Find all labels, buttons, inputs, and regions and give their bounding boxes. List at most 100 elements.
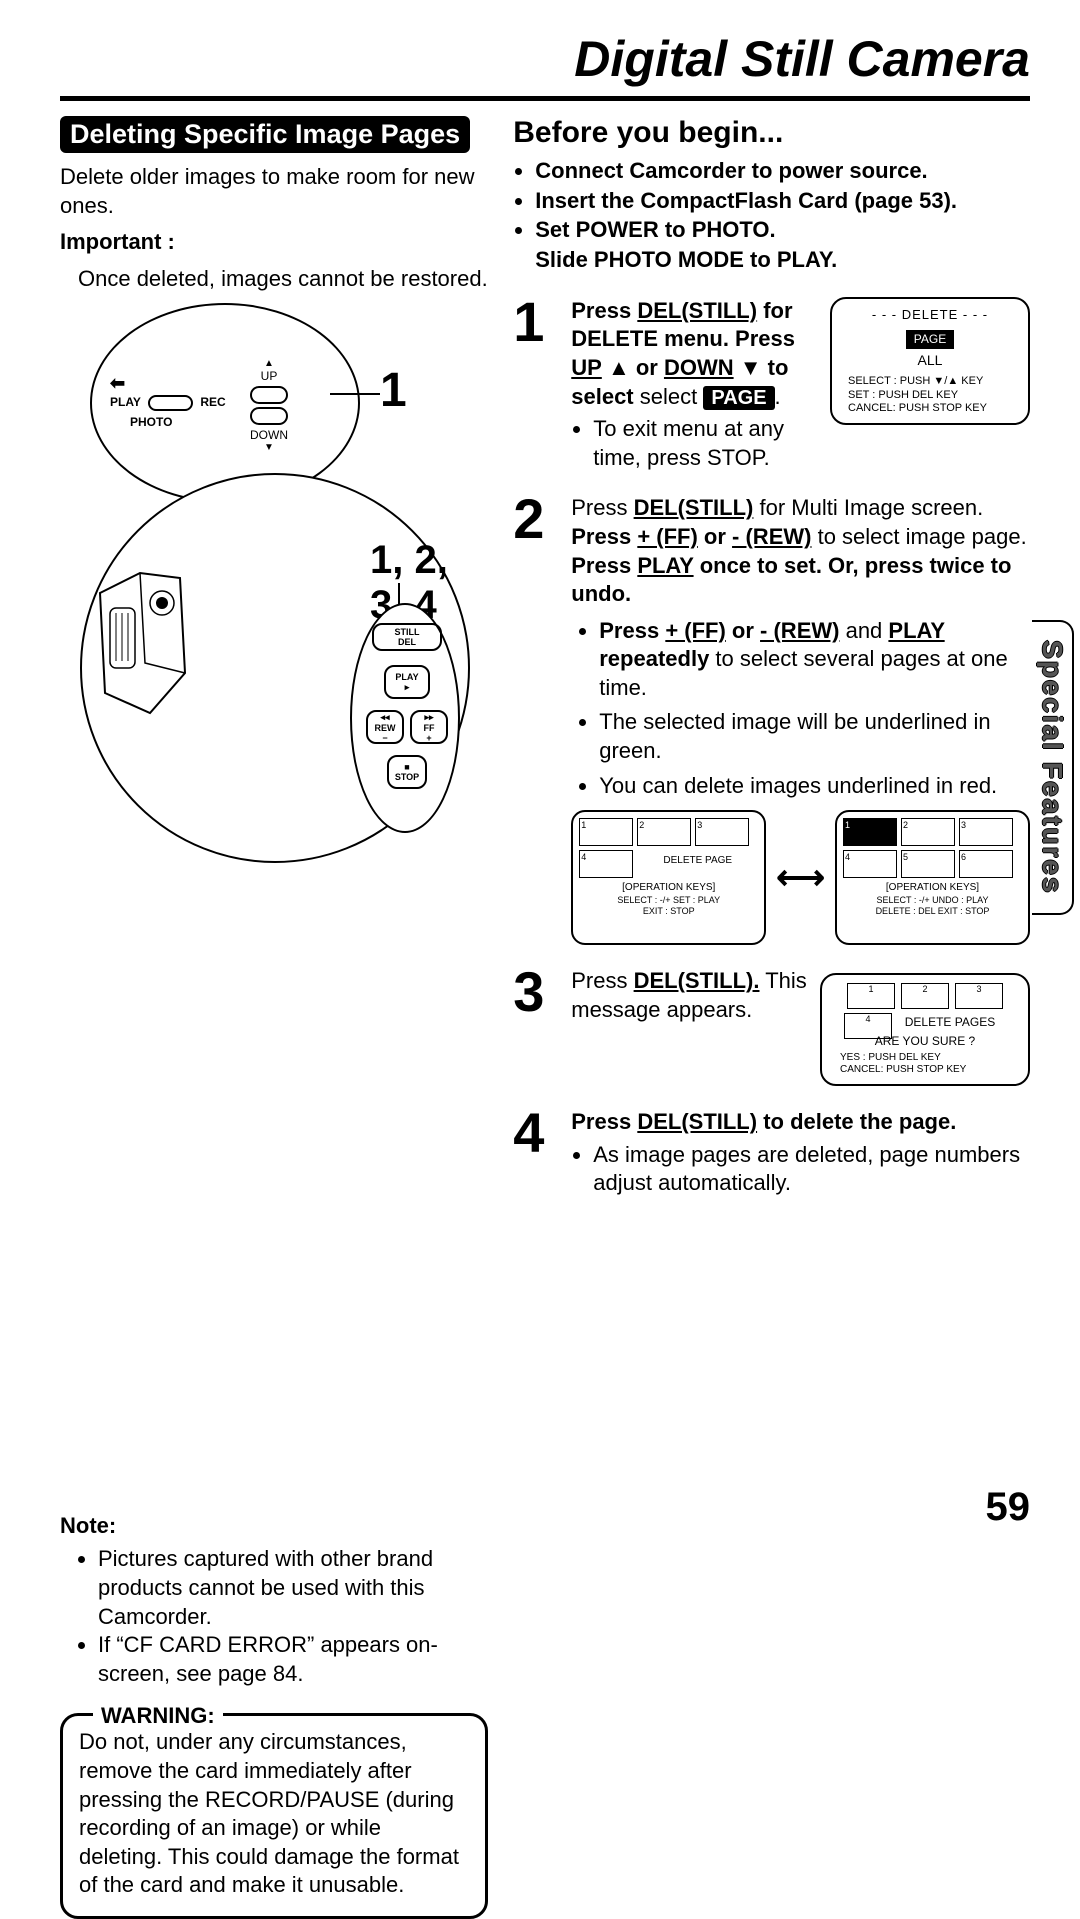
ff-button: ▸▸ FF + xyxy=(410,710,448,744)
important-label: Important : xyxy=(60,228,488,257)
before-item: Connect Camcorder to power source. xyxy=(535,156,1030,186)
screen-label: DELETE PAGE xyxy=(637,854,758,867)
thumb: 1 xyxy=(843,818,897,846)
page-header: Digital Still Camera xyxy=(60,30,1030,101)
leader-line-1 xyxy=(330,393,380,395)
up-triangle-icon xyxy=(608,355,630,380)
del-still-ref: DEL(STILL). xyxy=(634,968,760,993)
control-panel-detail: STILL DEL PLAY ▸ ◂◂ REW − ▸▸ FF + ■ STOP xyxy=(350,603,460,833)
screen-inst: SELECT : -/+ SET : PLAY EXIT : STOP xyxy=(579,895,758,916)
multi-image-screens: 1 2 3 4 DELETE PAGE [OPERATION KEYS] SEL… xyxy=(571,810,1030,945)
step4-text: Press xyxy=(571,1109,637,1134)
screen-instructions: SELECT : PUSH ▼/▲ KEY SET : PUSH DEL KEY… xyxy=(840,375,1020,415)
step-number: 4 xyxy=(513,1108,559,1198)
thumb: 4 xyxy=(579,850,633,878)
step2-text: Press xyxy=(571,553,637,578)
screen-opkeys: [OPERATION KEYS] xyxy=(843,881,1022,894)
up-button xyxy=(250,386,288,404)
step2-text: for Multi Image screen. xyxy=(753,495,983,520)
warning-title: WARNING: xyxy=(93,1702,223,1731)
thumb: 3 xyxy=(959,818,1013,846)
up-down-buttons: ▲ UP DOWN ▼ xyxy=(250,358,288,453)
down-label: DOWN xyxy=(250,428,288,442)
thumb: 4 xyxy=(843,850,897,878)
step-2: 2 Press DEL(STILL) for Multi Image scree… xyxy=(513,494,1030,945)
step2-bullet: The selected image will be underlined in… xyxy=(599,708,1030,765)
thumb: 6 xyxy=(959,850,1013,878)
warning-box: WARNING: Do not, under any circumstances… xyxy=(60,1713,488,1919)
page-tag: PAGE xyxy=(703,386,774,410)
step-number: 1 xyxy=(513,297,559,473)
note-title: Note: xyxy=(60,1513,488,1539)
step2-bullet: Press + (FF) or - (REW) and PLAY repeate… xyxy=(599,617,1030,703)
warning-text: Do not, under any circumstances, remove … xyxy=(79,1728,469,1900)
thumb: 1 xyxy=(847,983,895,1009)
thumb: 5 xyxy=(901,850,955,878)
thumb: 3 xyxy=(955,983,1003,1009)
rew-ref: - (REW) xyxy=(732,524,811,549)
callout-1: 1 xyxy=(380,363,407,418)
delete-menu-screen: - - - DELETE - - - PAGE ALL SELECT : PUS… xyxy=(830,297,1030,425)
play-rec-switch xyxy=(148,395,193,411)
up-ref: UP xyxy=(571,355,602,380)
arrow-left-icon: ⬅ xyxy=(110,373,125,394)
thumb: 2 xyxy=(901,983,949,1009)
step2-text: to select image page. xyxy=(811,524,1026,549)
screen-msg: ARE YOU SURE ? xyxy=(830,1034,1020,1048)
play-button: PLAY ▸ xyxy=(384,665,430,699)
step-3: 3 1 2 3 4 DELETE PAGES ARE YOU SURE ? YE… xyxy=(513,967,1030,1086)
camera-diagram: ⬅ PLAY REC PHOTO ▲ UP DOWN ▼ 1 xyxy=(60,303,470,873)
step2-text: or xyxy=(698,524,732,549)
thumb: 2 xyxy=(637,818,691,846)
camera-body-sketch xyxy=(90,553,250,723)
multi-screen-a: 1 2 3 4 DELETE PAGE [OPERATION KEYS] SEL… xyxy=(571,810,766,945)
before-list: Connect Camcorder to power source. Inser… xyxy=(513,156,1030,275)
down-button xyxy=(250,407,288,425)
thumb: 1 xyxy=(579,818,633,846)
step-number: 2 xyxy=(513,494,559,945)
step4-text: to delete the page. xyxy=(757,1109,956,1134)
thumb: 2 xyxy=(901,818,955,846)
section-heading: Deleting Specific Image Pages xyxy=(60,116,470,153)
screen-page-tag: PAGE xyxy=(906,330,954,350)
step-4: 4 Press DEL(STILL) to delete the page. A… xyxy=(513,1108,1030,1198)
still-del-button: STILL DEL xyxy=(372,623,442,651)
note-section: Note: Pictures captured with other brand… xyxy=(60,1513,488,1688)
intro-text: Delete older images to make room for new… xyxy=(60,163,488,220)
before-item: Insert the CompactFlash Card (page 53). xyxy=(535,186,1030,216)
step4-bullet: As image pages are deleted, page numbers… xyxy=(593,1141,1030,1198)
screen-inst: SELECT : -/+ UNDO : PLAY DELETE : DEL EX… xyxy=(843,895,1022,916)
important-text: Once deleted, images cannot be restored. xyxy=(60,265,488,294)
screen-all-label: ALL xyxy=(840,351,1020,369)
screen-header: - - - DELETE - - - xyxy=(840,307,1020,324)
left-column: Deleting Specific Image Pages Delete old… xyxy=(60,116,488,1919)
right-column: Before you begin... Connect Camcorder to… xyxy=(513,116,1030,1919)
note-item: If “CF CARD ERROR” appears on-screen, se… xyxy=(98,1631,488,1688)
step-1: 1 - - - DELETE - - - PAGE ALL SELECT : P… xyxy=(513,297,1030,473)
rec-label: REC xyxy=(200,396,225,410)
side-tab: Special Features xyxy=(1032,620,1074,915)
step2-text: Press xyxy=(571,524,637,549)
confirm-screen: 1 2 3 4 DELETE PAGES ARE YOU SURE ? YES … xyxy=(820,973,1030,1086)
photo-label: PHOTO xyxy=(130,415,172,429)
screen-msg: DELETE PAGES xyxy=(880,1015,1020,1029)
thumb: 3 xyxy=(695,818,749,846)
step1-text: Press xyxy=(571,298,637,323)
step3-text: Press xyxy=(571,968,633,993)
double-arrow-icon: ⟷ xyxy=(776,856,825,900)
del-still-ref: DEL(STILL) xyxy=(637,298,757,323)
before-you-begin-title: Before you begin... xyxy=(513,116,1030,150)
step1-select: select xyxy=(640,384,704,409)
rew-button: ◂◂ REW − xyxy=(366,710,404,744)
screen-opkeys: [OPERATION KEYS] xyxy=(579,881,758,894)
down-triangle-icon xyxy=(740,355,762,380)
page-number: 59 xyxy=(986,1485,1031,1530)
play-rec-label: PLAY REC xyxy=(110,395,226,411)
down-ref: DOWN xyxy=(664,355,734,380)
step1-text: . xyxy=(775,384,781,409)
play-label: PLAY xyxy=(110,396,141,410)
before-item: Set POWER to PHOTO.Slide PHOTO MODE to P… xyxy=(535,215,1030,274)
stop-button: ■ STOP xyxy=(387,755,427,789)
multi-screen-b: 1 2 3 4 5 6 [OPERATION KEYS] SELECT : -/… xyxy=(835,810,1030,945)
del-still-ref: DEL(STILL) xyxy=(634,495,754,520)
